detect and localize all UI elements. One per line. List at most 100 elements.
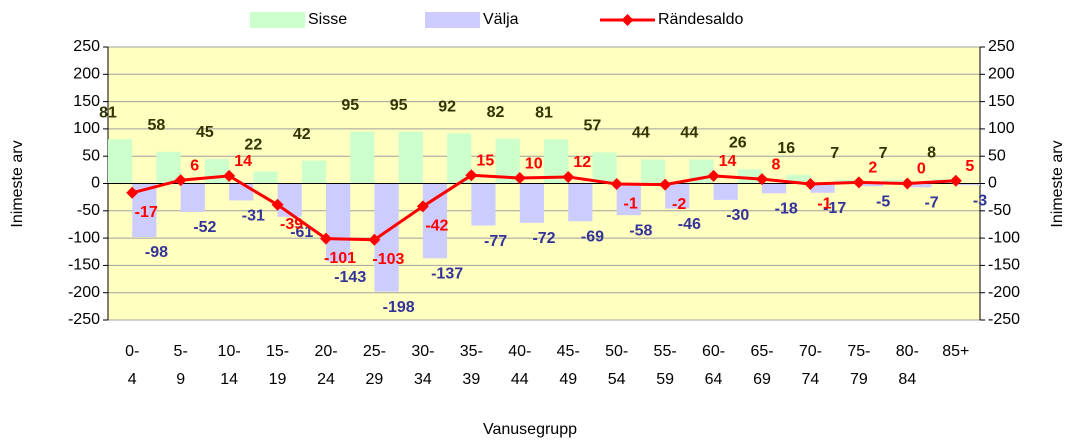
data-label: -98 [145, 244, 168, 261]
x-tick-label-part: 74 [802, 371, 820, 388]
y-tick-label: 50 [82, 147, 100, 164]
data-label: 5 [965, 158, 974, 175]
x-tick-label: 50- 54 [605, 343, 628, 388]
bar [640, 159, 666, 184]
data-label: 7 [879, 145, 888, 162]
bar [350, 131, 375, 184]
x-tick-label-part: 64 [705, 371, 723, 388]
marker [513, 172, 526, 185]
data-label: 10 [525, 155, 543, 172]
data-label: 81 [535, 104, 553, 121]
marker [804, 178, 817, 191]
x-tick-label-part: 40- [508, 343, 531, 360]
data-label: -31 [242, 208, 265, 225]
marker [949, 174, 962, 187]
y-axis-title: Inimeste arv [9, 140, 26, 227]
data-label: 22 [244, 137, 262, 154]
line [131, 173, 956, 242]
data-label: -18 [775, 201, 798, 218]
marker [610, 178, 623, 191]
x-tick-label: 10- 14 [218, 343, 241, 388]
x-tick-label: 5- 9 [174, 343, 188, 388]
data-label: 14 [234, 153, 252, 170]
marker [416, 200, 429, 213]
data-label: 15 [476, 153, 494, 170]
y2-tick-label: 100 [988, 120, 1015, 137]
x-tick-label-part: 34 [414, 371, 432, 388]
x-tick-label-part: 24 [317, 371, 335, 388]
bar [762, 183, 787, 194]
data-label: 81 [99, 104, 117, 121]
data-label: -69 [581, 228, 604, 245]
data-label: -101 [324, 250, 356, 267]
marker [707, 169, 720, 182]
y-tick-label: 0 [91, 175, 100, 192]
legend-label: Sisse [308, 11, 347, 28]
x-tick-label: 0- 4 [125, 343, 139, 388]
bar [592, 152, 617, 184]
data-label: 12 [573, 154, 591, 171]
y2-axis-title: Inimeste arv [1049, 140, 1066, 227]
x-tick-label: 60- 64 [702, 343, 725, 388]
y-tick-label: 200 [73, 66, 100, 83]
x-tick-label-part: 45- [557, 343, 580, 360]
data-label: -143 [334, 269, 366, 286]
x-tick-label: 20- 24 [314, 343, 337, 388]
x-tick-label: 45- 49 [557, 343, 580, 388]
y-tick-label: 250 [73, 38, 100, 55]
x-tick-label-part: 39 [462, 371, 480, 388]
data-label: -1 [817, 195, 831, 212]
legend-label: Välja [483, 11, 519, 28]
data-label: 42 [293, 126, 311, 143]
data-label: 58 [148, 117, 166, 134]
data-label: -30 [726, 207, 749, 224]
data-label: 82 [487, 104, 505, 121]
y-tick-label: 100 [73, 120, 100, 137]
data-label: -5 [876, 193, 890, 210]
data-label: -42 [425, 218, 448, 235]
x-tick-label-part: 79 [850, 371, 868, 388]
marker [223, 169, 236, 182]
bar [858, 183, 884, 187]
y2-tick-label: 150 [988, 93, 1015, 110]
x-tick-label-part: 29 [366, 371, 384, 388]
data-label: -1 [624, 195, 638, 212]
data-label: -72 [532, 230, 555, 247]
bar [422, 183, 448, 259]
marker [174, 174, 187, 187]
bar [398, 131, 423, 184]
x-tick-label: 65- 69 [750, 343, 773, 388]
bar [156, 151, 181, 184]
x-tick-label-part: 30- [411, 343, 434, 360]
data-label: 44 [680, 125, 698, 142]
data-label: 8 [772, 156, 781, 173]
y-tick-label: 150 [73, 93, 100, 110]
x-tick-label-part: 65- [750, 343, 773, 360]
bar [810, 183, 835, 193]
bar [204, 158, 230, 184]
data-label: 8 [927, 144, 936, 161]
x-tick-label-part: 4 [128, 371, 137, 388]
data-label: 44 [632, 125, 650, 142]
bar [277, 183, 302, 217]
y2-tick-label: -100 [988, 229, 1020, 246]
data-label: -52 [193, 219, 216, 236]
x-tick-label-part: 50- [605, 343, 628, 360]
bar [665, 183, 690, 209]
bar [301, 160, 326, 184]
bar [519, 183, 544, 223]
data-label: -2 [672, 196, 686, 213]
y2-tick-label: -50 [988, 202, 1011, 219]
data-label: 95 [390, 97, 408, 114]
data-label: 57 [584, 118, 602, 135]
data-label: -61 [290, 224, 313, 241]
legend-label: Rändesaldo [658, 11, 744, 28]
x-tick-label-part: 69 [753, 371, 771, 388]
bar [907, 183, 932, 188]
y2-tick-label: -200 [988, 284, 1020, 301]
bar [568, 183, 593, 222]
data-label: 16 [777, 140, 795, 157]
data-label: -103 [372, 251, 404, 268]
marker [320, 232, 332, 245]
